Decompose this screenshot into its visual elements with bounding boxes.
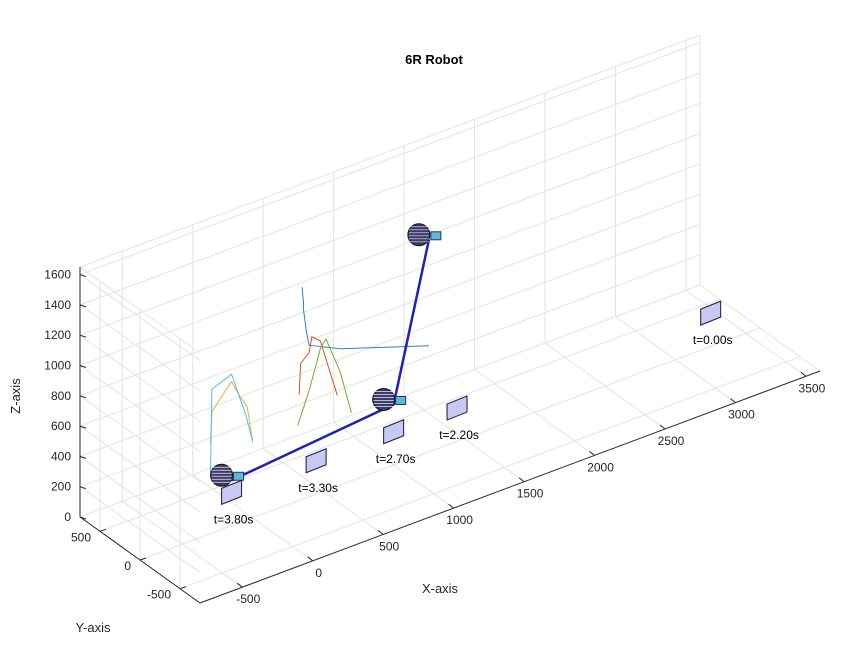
z-tick-mark [79,365,87,368]
z-tick-label: 1000 [44,358,71,372]
time-marker-card-icon [305,448,327,474]
x-tick-label: 500 [379,539,399,553]
x-tick-label: 3500 [799,381,826,395]
time-marker-card-icon [700,300,722,326]
x-tick-label: 2000 [587,460,614,474]
grid-line-floor-y [139,327,761,561]
z-tick-label: 600 [51,419,71,433]
grid-line-side-z [79,274,201,361]
time-marker: t=2.20s [439,395,479,442]
z-axis-label: Z-axis [8,378,23,414]
robot-joint-icon [210,463,245,487]
z-tick-mark [79,486,87,490]
time-marker: t=3.30s [298,448,338,495]
x-tick-mark [448,503,454,509]
z-tick-mark [79,395,87,399]
time-marker: t=2.70s [376,419,416,466]
y-tick-label: -500 [147,588,171,602]
y-tick-label: 0 [124,559,131,573]
grid-line-back-z [79,254,701,488]
robot-arm [210,223,442,487]
x-tick-mark [377,530,384,535]
y-tick-mark [139,557,147,561]
y-tick-label: 500 [71,530,91,544]
x-axis-label: X-axis [422,581,459,596]
grid-line-side-z [79,334,201,422]
x-tick-label: 1500 [517,487,544,501]
z-tick-mark [79,304,87,308]
grid-line-back-z [79,223,701,457]
grid-line-back-z [79,133,701,366]
x-tick-mark [730,398,736,404]
series-line-4 [210,373,254,474]
x-tick-label: 0 [315,566,322,580]
series-line-0 [301,287,429,350]
time-marker-card-icon [383,419,405,445]
z-tick-label: 1600 [44,268,71,282]
grid-line-side-z [79,425,201,513]
x-tick-mark [800,371,807,377]
x-tick-mark [307,556,314,562]
z-tick-mark [79,455,87,459]
y-tick-mark [99,528,107,532]
grid-frame-top-back [79,34,701,268]
grid-line-side-z [79,304,201,392]
grid-line-back-z [79,42,701,276]
grid-line-back-z [79,163,701,397]
z-tick-mark [79,334,87,338]
z-tick-label: 200 [51,480,71,494]
x-tick-label: 1000 [446,513,473,527]
z-tick-mark [79,425,87,429]
z-tick-label: 0 [64,510,71,524]
grid-line-side-z [79,455,201,543]
time-marker-card-icon [446,395,468,421]
axes: -5000500100015002000250030003500-5000500… [44,267,826,606]
grid-line-back-z [79,72,701,306]
time-label: t=3.30s [298,481,338,495]
x-tick-mark [589,450,595,456]
grid-line-back-z [79,193,701,427]
series-line-1 [298,335,338,396]
grid-line-back-z [79,102,701,336]
grid-frame-floor-right [699,284,821,372]
time-label: t=0.00s [693,333,733,347]
z-tick-label: 1200 [44,328,71,342]
time-label: t=3.80s [214,512,254,526]
grid-line-side-z [79,365,201,452]
time-label: t=2.20s [439,428,479,442]
grid-line-side-z [79,395,201,483]
robot-joint-icon [407,223,442,247]
y-tick-mark [179,586,187,590]
x-tick-label: 3000 [728,408,755,422]
z-tick-mark [79,516,87,520]
chart-title: 6R Robot [405,52,463,67]
time-marker: t=3.80s [214,479,254,526]
time-annotations: t=0.00s t=2.20s t=2.70s t=3.30s t=3.80s [214,300,733,526]
z-tick-label: 1400 [44,298,71,312]
series-lines [210,287,429,474]
robot-joint-icon [372,387,407,411]
time-marker: t=0.00s [693,300,733,347]
x-tick-mark [518,477,525,483]
time-label: t=2.70s [376,452,416,466]
series-line-3 [297,337,352,426]
time-marker-card-icon [221,479,243,506]
z-tick-mark [79,274,87,278]
grid-frame-top-side [79,266,201,354]
grid-line-floor-y [179,356,801,590]
z-tick-label: 800 [51,389,71,403]
x-tick-label: 2500 [658,434,685,448]
z-tick-label: 400 [51,449,71,463]
x-axis-line [199,370,821,604]
series-line-2 [210,380,254,443]
x-tick-mark [659,424,666,430]
x-tick-label: -500 [236,592,260,606]
x-tick-mark [236,582,243,588]
y-axis-label: Y-axis [76,620,111,635]
grid-line-floor-y [99,298,721,532]
grid-line-side-z [79,486,201,574]
